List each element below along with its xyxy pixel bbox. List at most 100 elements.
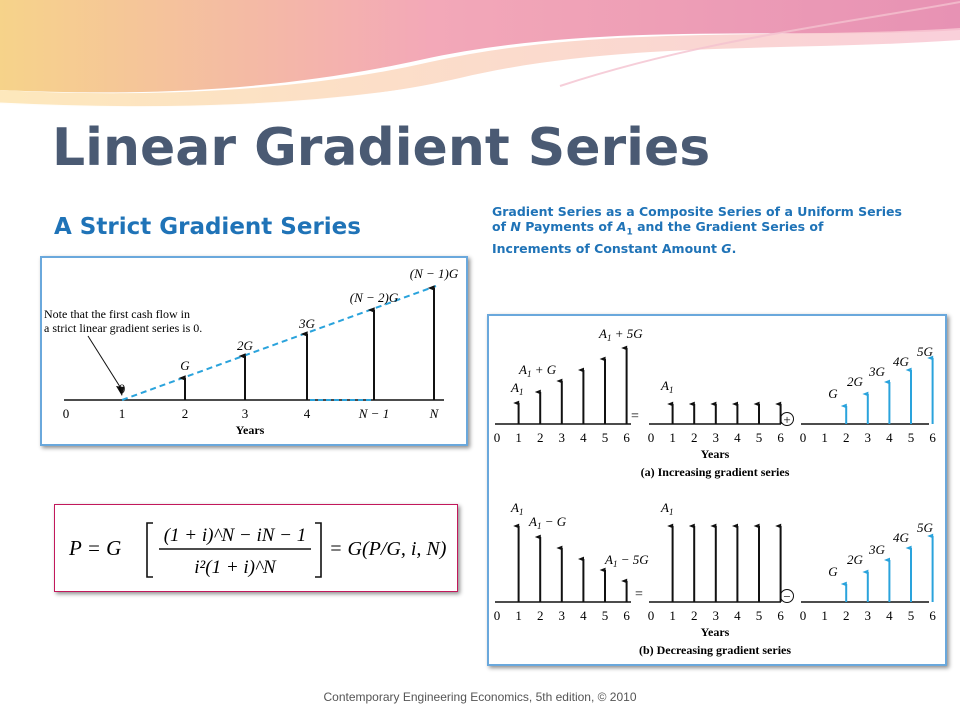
tick-label: 4 bbox=[580, 608, 587, 623]
gradient-trend-line bbox=[121, 285, 437, 401]
tick-label: 6 bbox=[623, 608, 630, 623]
tick-label: 3 bbox=[713, 608, 720, 623]
label-b-a1: A1 bbox=[510, 500, 523, 517]
minus-circle bbox=[780, 589, 794, 603]
tick-label: 3 bbox=[865, 430, 872, 445]
tick-label: 3 bbox=[865, 608, 872, 623]
tick-label: 1 bbox=[669, 430, 676, 445]
tick-label: N − 1 bbox=[358, 406, 389, 421]
gradient-label: 5G bbox=[917, 344, 934, 359]
tick-label: 0 bbox=[63, 406, 70, 421]
tick-label: 4 bbox=[886, 430, 893, 445]
formula-rhs: = G(P/G, i, N) bbox=[329, 538, 447, 560]
tick-label: 2 bbox=[691, 608, 698, 623]
tick-label: 5 bbox=[602, 608, 609, 623]
label-b-a1-minus-5g: A1 − 5G bbox=[604, 552, 649, 569]
tick-label: 6 bbox=[777, 608, 784, 623]
arrow-label: (N − 1)G bbox=[410, 266, 459, 281]
arrow-label: 3G bbox=[298, 316, 316, 331]
formula-denominator: i²(1 + i)^N bbox=[194, 557, 277, 578]
gradient-label: 3G bbox=[868, 542, 886, 557]
label-a1-plus-g: A1 + G bbox=[518, 362, 557, 379]
arrow-label: (N − 2)G bbox=[350, 290, 399, 305]
caption-line-3: Increments of Constant Amount G. bbox=[492, 240, 737, 256]
left-bracket bbox=[146, 522, 153, 578]
label-a1: A1 bbox=[510, 380, 523, 397]
arrow-label: 2G bbox=[237, 338, 254, 353]
tick-label: 2 bbox=[537, 430, 544, 445]
composite-arrows bbox=[513, 345, 934, 602]
tick-label: 0 bbox=[648, 608, 655, 623]
formula-numerator: (1 + i)^N − iN − 1 bbox=[164, 525, 307, 546]
tick-label: 0 bbox=[494, 430, 501, 445]
tick-label: 1 bbox=[515, 430, 522, 445]
tick-label: 1 bbox=[821, 608, 828, 623]
note-pointer-head bbox=[116, 386, 124, 396]
gradient-label: G bbox=[828, 386, 838, 401]
tick-label: 1 bbox=[669, 608, 676, 623]
gradient-label: 2G bbox=[847, 374, 864, 389]
tick-label: 2 bbox=[182, 406, 189, 421]
tick-label: 5 bbox=[756, 608, 763, 623]
tick-label: 2 bbox=[537, 608, 544, 623]
gradient-label: 5G bbox=[917, 520, 934, 535]
plus-circle bbox=[780, 412, 794, 426]
right-bracket bbox=[315, 522, 322, 578]
composite-tick-labels: 0 1 2 3 4 5 6 0 1 2 3 4 5 6 0 1 2 3 4 5 60 1 2 3 4 5 6 0 1 2 3 4 5 6 0 1 2 3 4… bbox=[494, 430, 937, 623]
gradient-label: 3G bbox=[868, 364, 886, 379]
label-b-uniform-a1: A1 bbox=[660, 500, 673, 517]
tick-label: 0 bbox=[494, 608, 501, 623]
equals-sign-a: = bbox=[631, 409, 639, 424]
tick-label: 2 bbox=[691, 430, 698, 445]
tick-label: 0 bbox=[648, 430, 655, 445]
label-uniform-a1: A1 bbox=[660, 378, 673, 395]
tick-label: 1 bbox=[119, 406, 126, 421]
tick-label: 3 bbox=[559, 608, 566, 623]
caption-line-2: of N Payments of A1 and the Gradient Ser… bbox=[492, 219, 824, 238]
tick-label: 0 bbox=[800, 430, 807, 445]
caption-line-1: Gradient Series as a Composite Series of… bbox=[492, 204, 902, 219]
gradient-label: 4G bbox=[893, 530, 910, 545]
strict-arrows bbox=[178, 285, 435, 400]
strict-gradient-diagram: Note that the first cash flow in a stric… bbox=[40, 256, 468, 446]
tick-label: 5 bbox=[908, 430, 915, 445]
tick-label: 3 bbox=[242, 406, 249, 421]
label-a1-plus-5g: A1 + 5G bbox=[598, 326, 643, 343]
footer-citation: Contemporary Engineering Economics, 5th … bbox=[323, 690, 637, 704]
x-axis-label: Years bbox=[236, 423, 265, 437]
tick-label: 4 bbox=[734, 608, 741, 623]
plus-sign: + bbox=[783, 412, 790, 427]
tick-label: 3 bbox=[713, 430, 720, 445]
tick-label: 4 bbox=[304, 406, 311, 421]
tick-label: 6 bbox=[623, 430, 630, 445]
tick-label: 6 bbox=[777, 430, 784, 445]
tick-label: 4 bbox=[886, 608, 893, 623]
note-pointer bbox=[87, 335, 123, 391]
arrow-label: G bbox=[180, 358, 190, 373]
tick-label: 1 bbox=[515, 608, 522, 623]
caption-b: (b) Decreasing gradient series bbox=[639, 643, 791, 657]
x-axis-label-b: Years bbox=[701, 625, 730, 639]
x-axis-label-a: Years bbox=[701, 447, 730, 461]
arrow-label: 0 bbox=[119, 381, 126, 396]
tick-label: 6 bbox=[929, 608, 936, 623]
tick-label: 4 bbox=[734, 430, 741, 445]
tick-label: 5 bbox=[908, 608, 915, 623]
figure-caption: Gradient Series as a Composite Series of… bbox=[492, 204, 922, 256]
tick-label: 0 bbox=[800, 608, 807, 623]
tick-label: 2 bbox=[843, 430, 850, 445]
page-title: Linear Gradient Series bbox=[52, 118, 711, 178]
tick-label: 3 bbox=[559, 430, 566, 445]
section-subtitle: A Strict Gradient Series bbox=[54, 214, 361, 240]
minus-sign: − bbox=[783, 589, 790, 604]
pg-formula-box: P = G (1 + i)^N − iN − 1 i²(1 + i)^N = G… bbox=[54, 504, 458, 592]
note-line-1: Note that the first cash flow in bbox=[44, 307, 190, 321]
tick-label: 2 bbox=[843, 608, 850, 623]
caption-a: (a) Increasing gradient series bbox=[641, 465, 790, 479]
label-b-a1-minus-g: A1 − G bbox=[528, 514, 567, 531]
tick-label: 4 bbox=[580, 430, 587, 445]
tick-label: 1 bbox=[821, 430, 828, 445]
tick-label: 5 bbox=[602, 430, 609, 445]
formula-lhs: P = G bbox=[68, 536, 121, 560]
